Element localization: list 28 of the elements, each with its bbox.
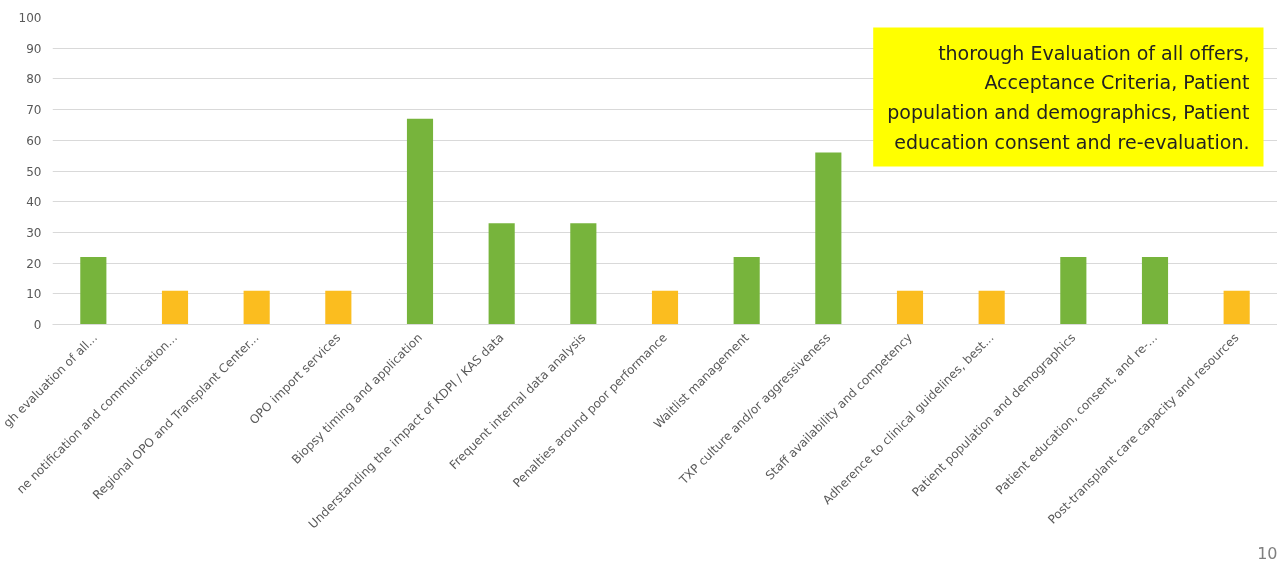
bar	[570, 223, 597, 325]
y-tick-label: 60	[26, 133, 42, 148]
bar	[733, 256, 760, 325]
annotation: thorough Evaluation of all offers, Acceptance Criteria, Patient population and demographics, Patient education consent and re-evaluation.	[887, 41, 1250, 153]
y-tick-label: 30	[26, 225, 42, 240]
bar	[978, 290, 1005, 325]
bar	[651, 290, 679, 325]
bar	[1141, 256, 1169, 325]
bar	[161, 290, 189, 325]
y-tick-label: 50	[26, 164, 42, 179]
y-tick-label: 100	[18, 11, 42, 25]
y-tick-label: 10	[26, 287, 42, 302]
bar	[243, 290, 270, 325]
y-tick-label: 40	[26, 195, 42, 210]
bar	[488, 223, 515, 325]
bar	[1223, 290, 1250, 325]
y-tick-label: 70	[26, 103, 42, 118]
y-tick-label: 0	[33, 318, 42, 332]
bar	[80, 256, 107, 325]
text: 10	[1257, 543, 1277, 563]
y-tick-label: 20	[26, 256, 42, 271]
bar	[325, 290, 352, 325]
bar	[1060, 256, 1087, 325]
bar	[815, 152, 842, 325]
bar	[406, 118, 434, 325]
y-tick-label: 90	[26, 41, 42, 56]
bar	[896, 290, 924, 325]
y-tick-label: 80	[26, 72, 42, 87]
